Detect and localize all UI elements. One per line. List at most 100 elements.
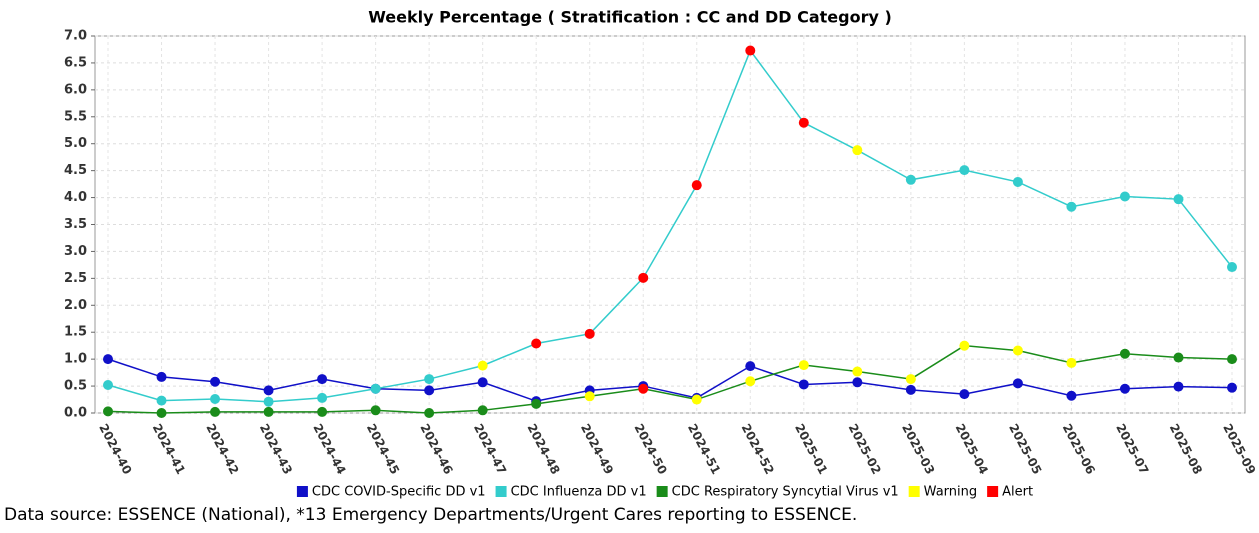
data-point (370, 405, 381, 416)
data-point (1227, 354, 1237, 365)
x-tick-label: 2024-42 (203, 421, 241, 476)
data-point (905, 374, 916, 385)
x-tick-label: 2025-09 (1220, 421, 1258, 476)
data-point (1012, 345, 1023, 356)
data-point (745, 376, 756, 387)
x-tick-label: 2024-41 (150, 421, 188, 476)
data-point (798, 117, 809, 128)
data-point (424, 408, 435, 418)
x-tick-label: 2025-06 (1060, 421, 1098, 476)
series-line (107, 358, 1233, 402)
legend-label: CDC COVID-Specific DD v1 (312, 485, 486, 500)
x-tick-label: 2024-49 (578, 421, 616, 476)
data-point (477, 405, 488, 416)
data-point (638, 272, 649, 283)
data-point (103, 354, 113, 365)
data-point (477, 377, 488, 388)
data-point (317, 374, 328, 385)
data-point (852, 145, 863, 156)
x-tick-label: 2024-51 (685, 421, 723, 476)
data-point (103, 379, 113, 390)
x-tick-label: 2024-50 (631, 421, 669, 476)
data-point (959, 165, 970, 176)
data-point (1012, 378, 1023, 389)
data-point (905, 174, 916, 185)
data-point (1119, 348, 1130, 359)
data-point (852, 377, 863, 388)
y-tick-label: 6.0 (64, 82, 87, 97)
data-point (1066, 390, 1077, 401)
x-tick-label: 2024-43 (257, 421, 295, 476)
data-point (798, 379, 809, 390)
y-tick-label: 5.0 (64, 136, 87, 151)
legend: CDC COVID-Specific DD v1 CDC Influenza DD… (296, 485, 1033, 500)
data-point (905, 384, 916, 395)
legend-swatch (495, 486, 507, 497)
x-tick-label: 2025-02 (846, 421, 884, 476)
data-point (1173, 194, 1184, 205)
data-point (1119, 383, 1130, 394)
data-point (477, 360, 488, 371)
y-tick-label: 0.5 (64, 379, 87, 394)
data-point (638, 383, 649, 394)
legend-label: Alert (1002, 485, 1033, 500)
data-point (691, 394, 702, 405)
data-point (798, 360, 809, 371)
data-point (1227, 262, 1237, 273)
chart-title: Weekly Percentage ( Stratification : CC … (368, 8, 892, 27)
data-point (317, 406, 328, 417)
data-point (156, 371, 167, 382)
x-tick-label: 2024-46 (417, 421, 455, 476)
x-tick-label: 2024-44 (310, 421, 348, 476)
data-point (959, 389, 970, 400)
y-tick-label: 1.0 (64, 352, 87, 367)
data-point (370, 383, 381, 394)
data-point (959, 340, 970, 351)
data-point (531, 338, 542, 349)
data-point (424, 385, 435, 396)
y-tick-label: 4.0 (64, 190, 87, 205)
x-tick-label: 2025-08 (1167, 421, 1205, 476)
x-tick-label: 2024-47 (471, 421, 509, 476)
data-point (156, 408, 167, 418)
data-point (745, 361, 756, 372)
x-tick-label: 2025-07 (1113, 421, 1151, 476)
data-point (1066, 201, 1077, 212)
data-point (691, 180, 702, 191)
y-tick-label: 0.0 (64, 406, 87, 421)
data-point (584, 328, 595, 339)
legend-label: Warning (924, 485, 977, 500)
legend-label: CDC Respiratory Syncytial Virus v1 (672, 485, 899, 500)
x-tick-label: 2025-05 (1006, 421, 1044, 476)
y-tick-label: 3.5 (64, 217, 87, 232)
data-point (263, 396, 274, 407)
data-point (210, 376, 221, 387)
data-point (424, 374, 435, 385)
data-point (745, 45, 756, 56)
legend-label: CDC Influenza DD v1 (511, 485, 647, 500)
data-point (1012, 176, 1023, 187)
x-tick-label: 2025-04 (953, 421, 991, 476)
x-tick-label: 2024-45 (364, 421, 402, 476)
series-line (107, 49, 1233, 403)
y-tick-label: 5.5 (64, 109, 87, 124)
data-point (317, 392, 328, 403)
x-tick-label: 2024-48 (524, 421, 562, 476)
data-point (1066, 357, 1077, 368)
y-tick-label: 6.5 (64, 55, 87, 70)
data-point (103, 406, 113, 417)
y-tick-label: 1.5 (64, 325, 87, 340)
y-tick-label: 3.0 (64, 244, 87, 259)
legend-swatch (987, 486, 999, 497)
y-tick-label: 2.0 (64, 298, 87, 313)
x-tick-label: 2024-52 (739, 421, 777, 476)
plot-area (94, 35, 1246, 414)
legend-swatch (296, 486, 308, 497)
data-point (1227, 382, 1237, 393)
data-point (1119, 191, 1130, 202)
data-point (1173, 352, 1184, 363)
data-point (531, 398, 542, 409)
footnote: Data source: ESSENCE (National), *13 Eme… (4, 505, 857, 525)
